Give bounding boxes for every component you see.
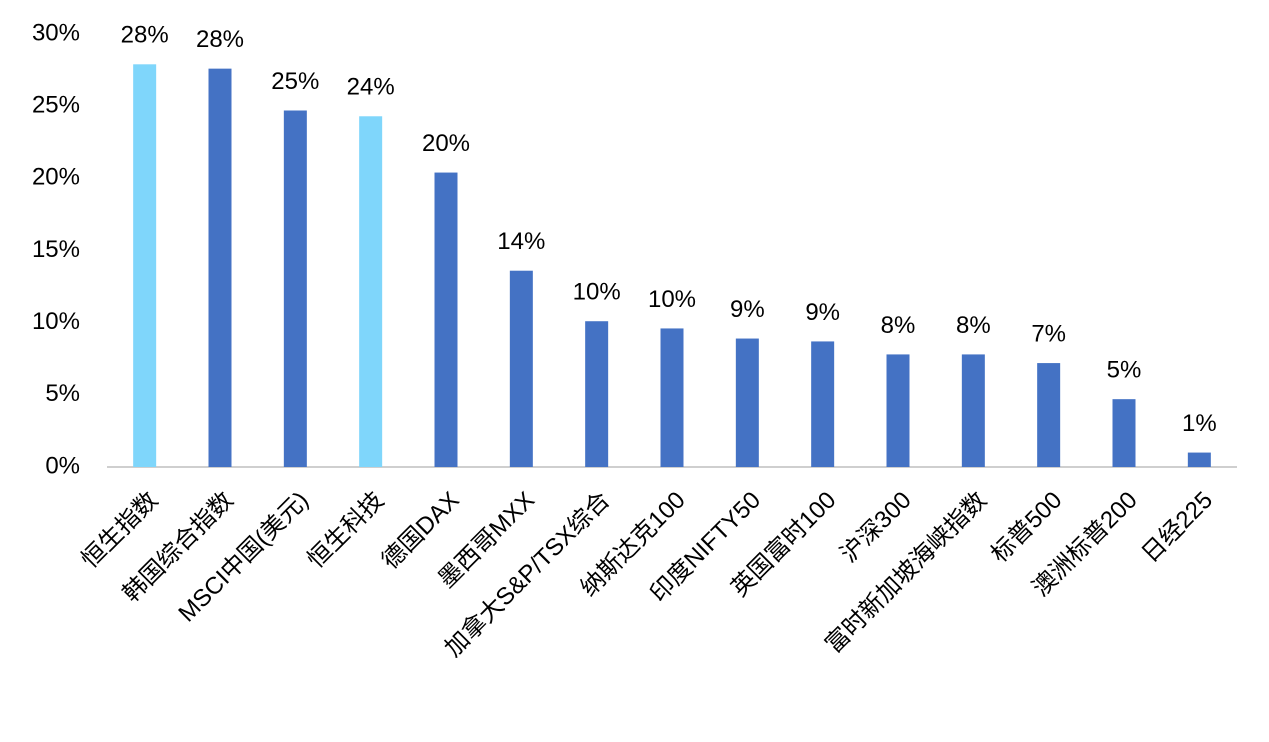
- data-label: 20%: [422, 130, 470, 157]
- data-label: 24%: [347, 74, 395, 101]
- data-label: 7%: [1031, 320, 1066, 347]
- data-label: 28%: [196, 26, 244, 53]
- bar: [735, 338, 759, 467]
- data-label: 9%: [805, 299, 840, 326]
- y-tick-label: 0%: [45, 452, 80, 479]
- x-tick-label: MSCI中国(美元): [173, 487, 314, 628]
- data-label: 8%: [881, 312, 916, 339]
- y-tick-label: 15%: [32, 236, 80, 263]
- x-tick-label: 日经225: [1137, 487, 1218, 568]
- bar: [811, 341, 835, 467]
- bar: [1112, 399, 1136, 467]
- bar: [1037, 363, 1061, 467]
- y-tick-label: 10%: [32, 308, 80, 335]
- bar: [133, 64, 157, 467]
- data-label: 8%: [956, 312, 991, 339]
- bar: [359, 116, 383, 468]
- bar: [660, 328, 684, 467]
- y-tick-label: 25%: [32, 92, 80, 119]
- y-tick-label: 30%: [32, 19, 80, 46]
- bar: [961, 354, 985, 467]
- data-label: 10%: [648, 286, 696, 313]
- bar: [1187, 452, 1211, 467]
- data-label: 9%: [730, 296, 765, 323]
- y-tick-label: 20%: [32, 164, 80, 191]
- bar: [283, 110, 307, 467]
- data-label: 1%: [1182, 410, 1217, 437]
- data-label: 10%: [573, 279, 621, 306]
- y-tick-label: 5%: [45, 380, 80, 407]
- data-label: 25%: [271, 68, 319, 95]
- data-label: 5%: [1107, 357, 1142, 384]
- bar: [208, 68, 232, 467]
- x-tick-label: 恒生科技: [302, 487, 389, 574]
- bar: [434, 172, 458, 467]
- bar: [509, 270, 533, 467]
- data-label: 14%: [497, 228, 545, 255]
- bar: [886, 354, 910, 467]
- bar: [585, 321, 609, 467]
- data-label: 28%: [121, 22, 169, 49]
